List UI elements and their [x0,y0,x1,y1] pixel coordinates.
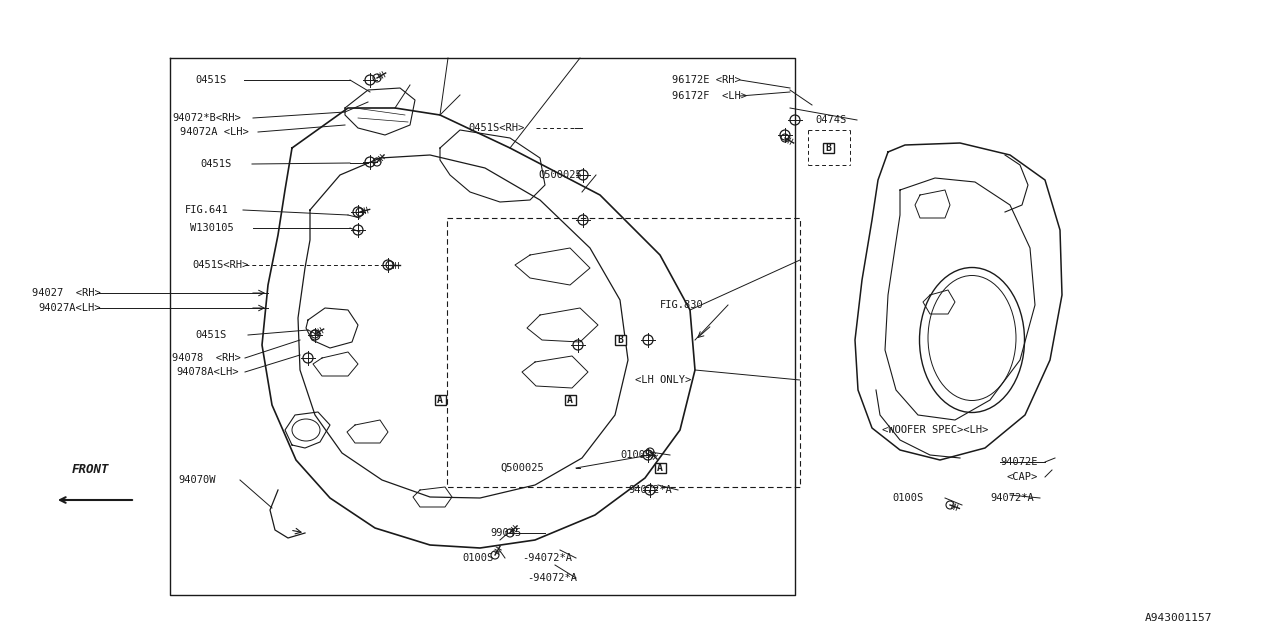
Text: 96172E <RH>: 96172E <RH> [672,75,741,85]
Text: A: A [657,463,663,473]
Text: 0451S: 0451S [195,75,227,85]
Text: 0451S<RH>: 0451S<RH> [192,260,248,270]
Text: FRONT: FRONT [72,463,110,476]
Text: W130105: W130105 [189,223,234,233]
Text: 99045: 99045 [490,528,521,538]
Bar [434,395,445,405]
Bar [564,395,576,405]
Text: FIG.641: FIG.641 [186,205,229,215]
Text: A: A [567,395,573,405]
Text: Q500025: Q500025 [538,170,581,180]
Text: B: B [826,143,831,153]
Bar [654,463,666,473]
Text: -94072*A: -94072*A [527,573,577,583]
Text: 94072*A: 94072*A [628,485,672,495]
Text: 94078  <RH>: 94078 <RH> [172,353,241,363]
Text: 0451S: 0451S [200,159,232,169]
Text: B: B [617,335,623,345]
Text: 94072A <LH>: 94072A <LH> [180,127,248,137]
Text: 0451S<RH>: 0451S<RH> [468,123,525,133]
Text: A943001157: A943001157 [1146,613,1212,623]
Text: <CAP>: <CAP> [1006,472,1037,482]
Text: 96172F  <LH>: 96172F <LH> [672,91,748,101]
Text: 0451S: 0451S [195,330,227,340]
Bar [614,335,626,345]
Text: 94027A<LH>: 94027A<LH> [38,303,101,313]
Text: 94078A<LH>: 94078A<LH> [177,367,238,377]
Text: 94027  <RH>: 94027 <RH> [32,288,101,298]
Text: <WOOFER SPEC><LH>: <WOOFER SPEC><LH> [882,425,988,435]
Text: 94072*A: 94072*A [989,493,1034,503]
Text: <LH ONLY>: <LH ONLY> [635,375,691,385]
Text: 0100S: 0100S [892,493,923,503]
Text: 94072*B<RH>: 94072*B<RH> [172,113,241,123]
Text: 0100S: 0100S [462,553,493,563]
Bar [823,143,833,153]
Text: 94070W: 94070W [178,475,215,485]
Text: -94072*A: -94072*A [522,553,572,563]
Text: 0474S: 0474S [815,115,846,125]
Text: A: A [436,395,443,405]
Text: Q500025: Q500025 [500,463,544,473]
Text: FIG.830: FIG.830 [660,300,704,310]
Text: 0100S: 0100S [620,450,652,460]
Text: 94072E: 94072E [1000,457,1038,467]
